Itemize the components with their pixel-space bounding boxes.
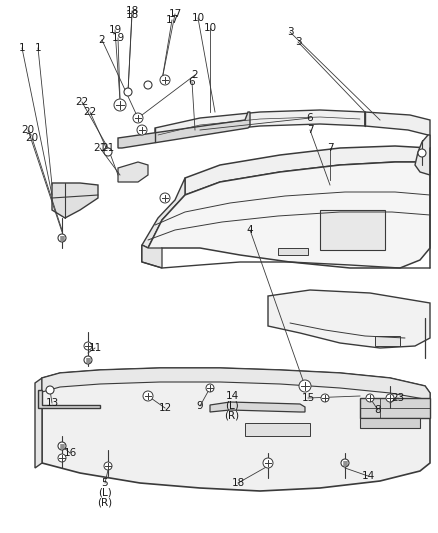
Circle shape xyxy=(84,342,92,350)
Text: 22: 22 xyxy=(75,97,88,107)
Text: 7: 7 xyxy=(326,143,332,153)
Text: 11: 11 xyxy=(88,343,101,353)
Text: 22: 22 xyxy=(83,107,96,117)
Circle shape xyxy=(46,386,54,394)
Polygon shape xyxy=(155,110,364,142)
Text: 23: 23 xyxy=(391,393,404,403)
Circle shape xyxy=(58,234,66,242)
Circle shape xyxy=(58,454,66,462)
Circle shape xyxy=(159,75,170,85)
Text: 19: 19 xyxy=(111,33,124,43)
Polygon shape xyxy=(184,146,429,195)
Circle shape xyxy=(124,88,132,96)
Text: 15: 15 xyxy=(301,393,314,403)
Text: 5: 5 xyxy=(102,478,108,488)
Text: 2: 2 xyxy=(191,70,198,80)
Text: 21: 21 xyxy=(101,143,114,153)
Polygon shape xyxy=(359,398,429,418)
Text: (R): (R) xyxy=(224,411,239,421)
Text: 18: 18 xyxy=(125,6,138,16)
Text: 10: 10 xyxy=(203,23,216,33)
Text: (R): (R) xyxy=(97,498,112,508)
Circle shape xyxy=(104,462,112,470)
Text: 17: 17 xyxy=(165,15,178,25)
Text: (L): (L) xyxy=(98,488,112,498)
Polygon shape xyxy=(35,378,42,468)
Text: 14: 14 xyxy=(225,391,238,401)
Circle shape xyxy=(385,394,393,402)
Circle shape xyxy=(143,391,153,401)
Circle shape xyxy=(365,394,373,402)
Text: 12: 12 xyxy=(158,403,171,413)
Circle shape xyxy=(262,458,272,468)
Text: 14: 14 xyxy=(360,471,374,481)
Circle shape xyxy=(114,99,126,111)
Text: 18: 18 xyxy=(231,478,244,488)
Polygon shape xyxy=(414,135,429,175)
Text: 6: 6 xyxy=(188,77,195,87)
Circle shape xyxy=(298,380,310,392)
Circle shape xyxy=(320,394,328,402)
Circle shape xyxy=(144,81,152,89)
Polygon shape xyxy=(374,336,399,346)
Polygon shape xyxy=(359,418,419,428)
Polygon shape xyxy=(141,162,429,268)
Circle shape xyxy=(133,113,143,123)
Text: 7: 7 xyxy=(306,125,313,135)
Text: 2: 2 xyxy=(99,35,105,45)
Text: 18: 18 xyxy=(125,10,138,20)
Polygon shape xyxy=(319,210,384,250)
Circle shape xyxy=(84,356,92,364)
Polygon shape xyxy=(277,248,307,255)
Text: 20: 20 xyxy=(21,125,35,135)
Text: 13: 13 xyxy=(45,398,59,408)
Text: 9: 9 xyxy=(196,401,203,411)
Polygon shape xyxy=(267,290,429,348)
Text: 1: 1 xyxy=(19,43,25,53)
Circle shape xyxy=(137,125,147,135)
Text: 21: 21 xyxy=(93,143,106,153)
Circle shape xyxy=(159,193,170,203)
Circle shape xyxy=(58,442,66,450)
Text: 19: 19 xyxy=(108,25,121,35)
Text: (L): (L) xyxy=(225,401,238,411)
Text: 4: 4 xyxy=(246,225,253,235)
Polygon shape xyxy=(118,162,148,182)
Text: 8: 8 xyxy=(374,405,381,415)
Text: 6: 6 xyxy=(306,113,313,123)
Text: 3: 3 xyxy=(286,27,293,37)
Polygon shape xyxy=(118,112,249,148)
Circle shape xyxy=(417,149,425,157)
Circle shape xyxy=(340,459,348,467)
Polygon shape xyxy=(209,402,304,412)
Polygon shape xyxy=(38,390,100,408)
Circle shape xyxy=(104,148,112,156)
Text: 20: 20 xyxy=(25,133,39,143)
Circle shape xyxy=(205,384,213,392)
Polygon shape xyxy=(52,183,98,218)
Text: 3: 3 xyxy=(294,37,300,47)
Polygon shape xyxy=(364,112,429,148)
Text: 10: 10 xyxy=(191,13,204,23)
Polygon shape xyxy=(42,368,429,400)
Text: 1: 1 xyxy=(35,43,41,53)
Text: 16: 16 xyxy=(63,448,77,458)
Text: 17: 17 xyxy=(168,9,181,19)
Polygon shape xyxy=(141,245,162,268)
Polygon shape xyxy=(244,423,309,436)
Polygon shape xyxy=(141,178,184,262)
Polygon shape xyxy=(42,368,429,491)
